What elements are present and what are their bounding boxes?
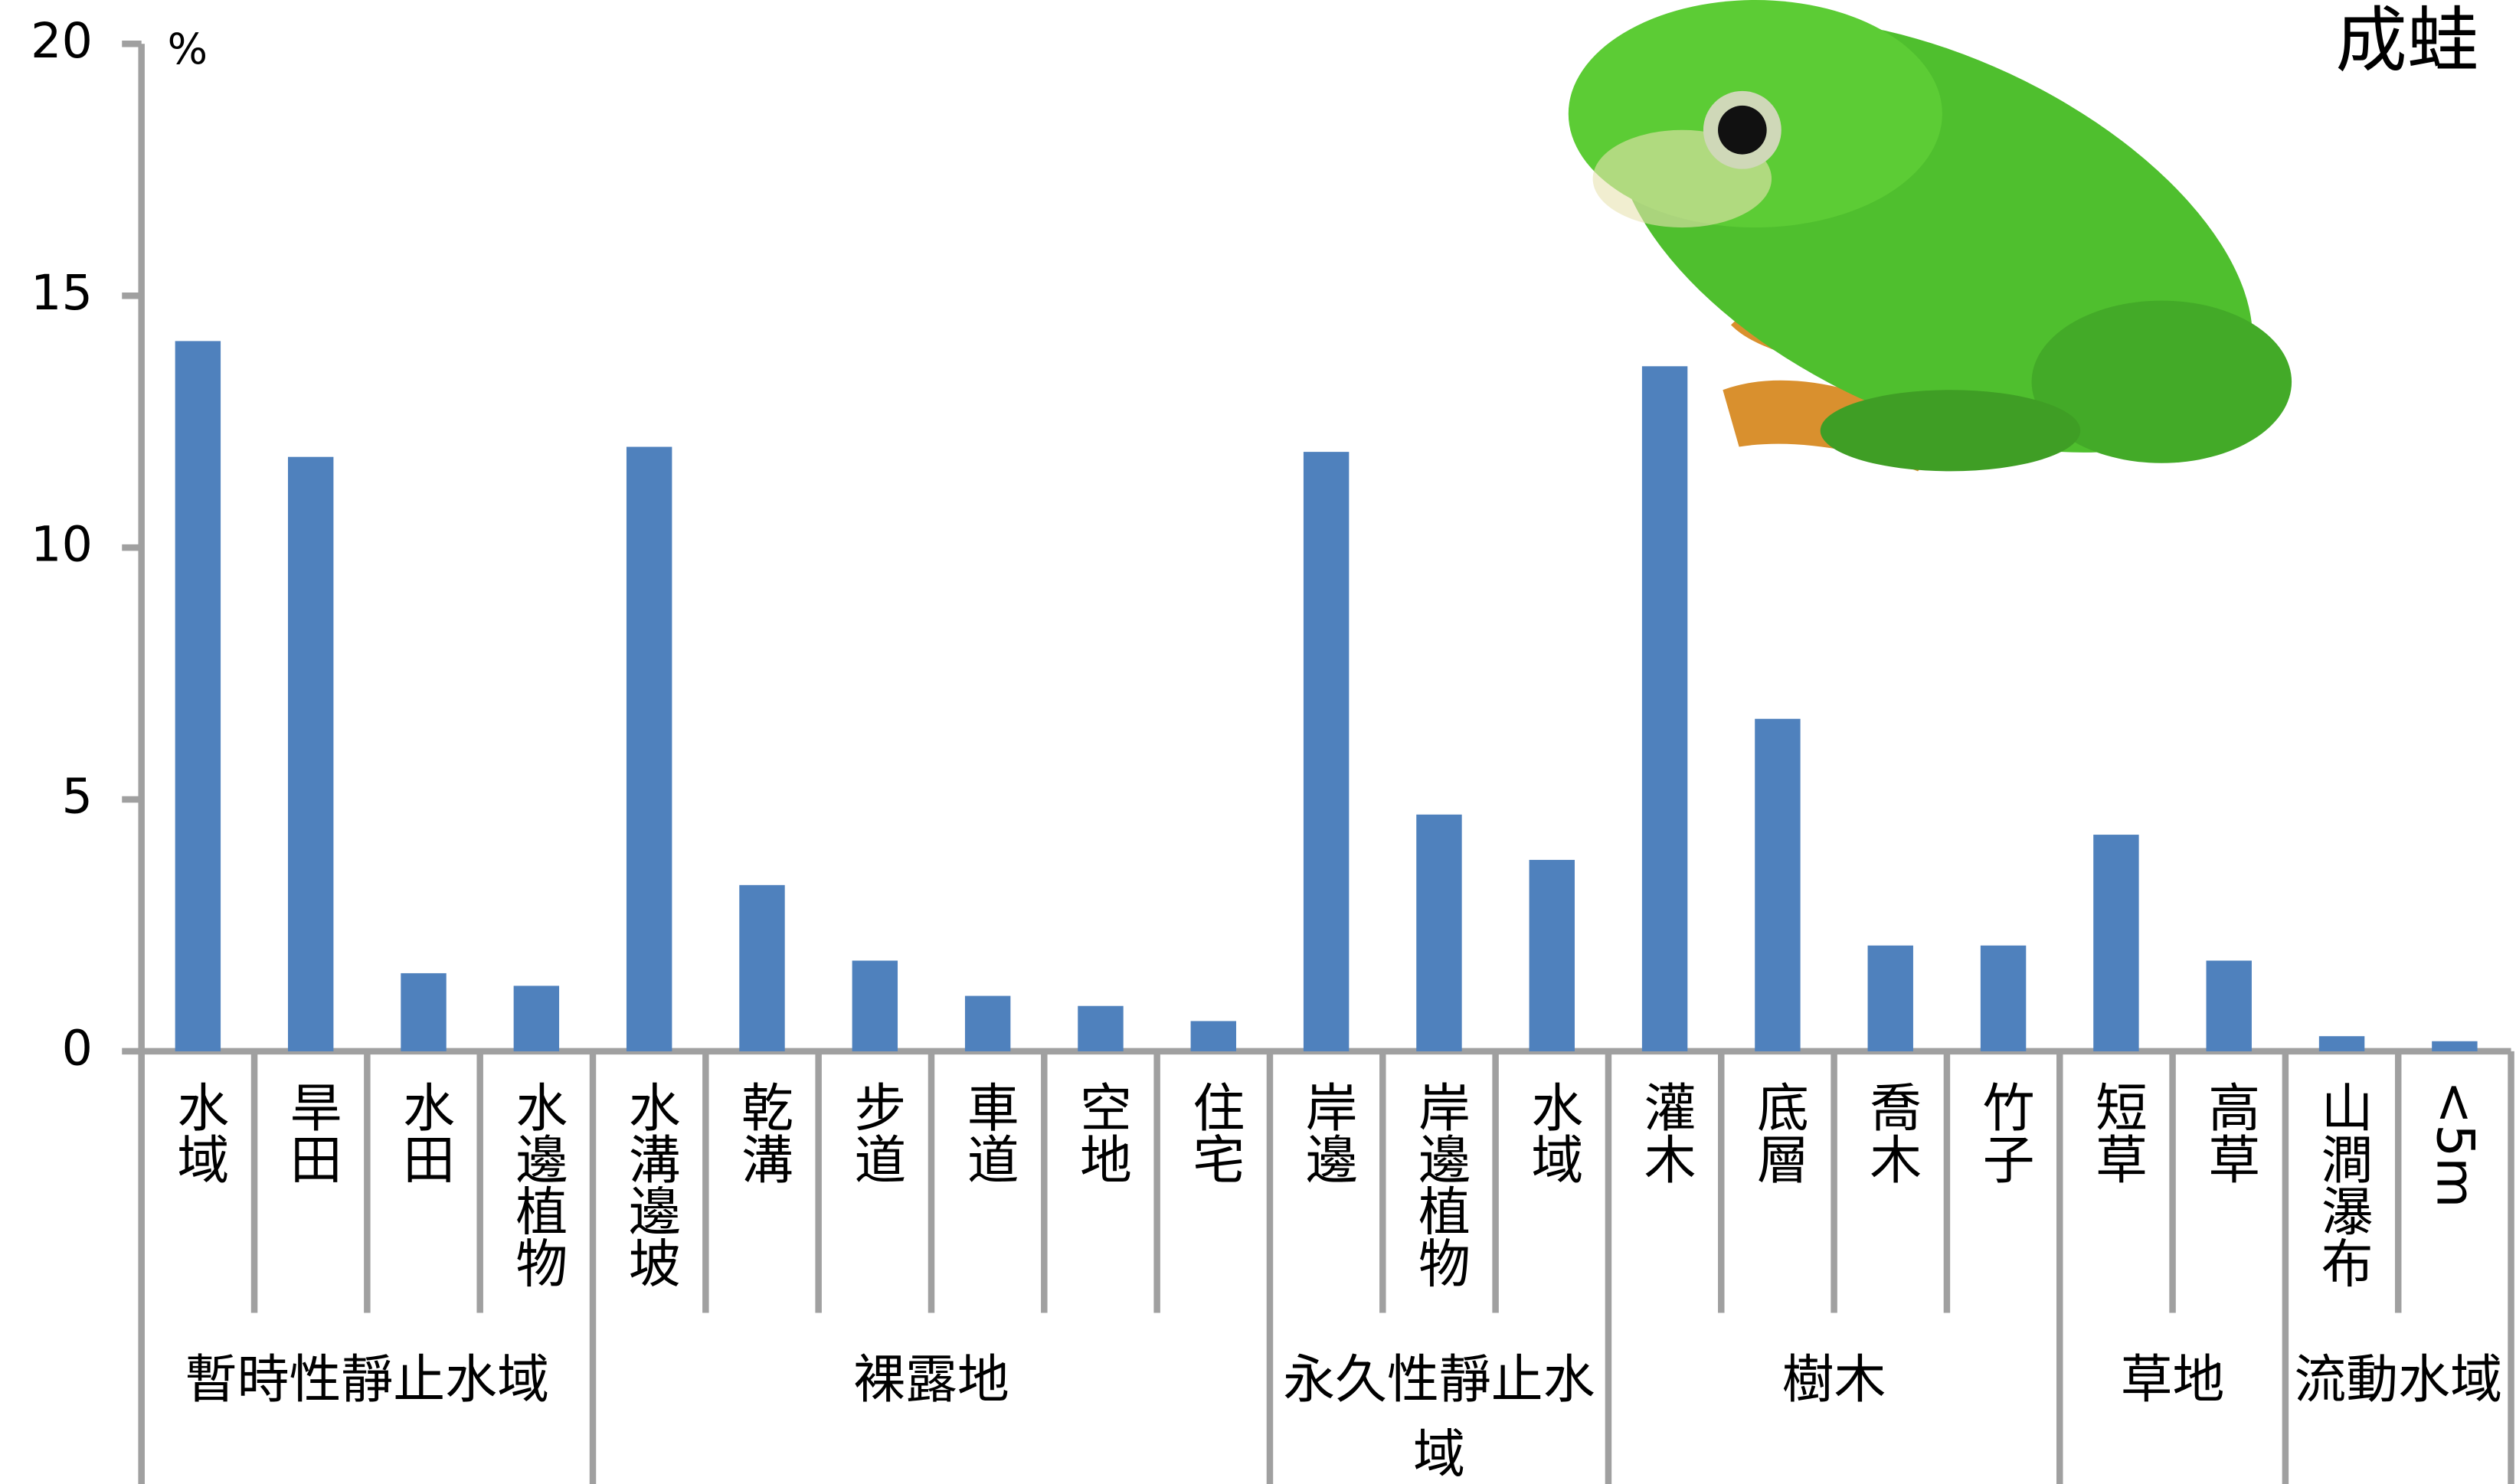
- bar: [1416, 814, 1462, 1051]
- bar: [1303, 452, 1350, 1051]
- x-tick-label: 車道: [957, 1080, 1018, 1185]
- group-label: 裸露地: [853, 1348, 1009, 1410]
- y-tick-label: 5: [62, 769, 93, 825]
- bar: [287, 456, 334, 1051]
- x-tick-label: 高草: [2199, 1080, 2259, 1185]
- x-tick-label: 住宅: [1183, 1080, 1244, 1185]
- bar: [1078, 1005, 1124, 1051]
- bar: [1980, 945, 2027, 1051]
- bar: [1190, 1021, 1237, 1051]
- bar: [1755, 718, 1801, 1051]
- group-label-box: 永久性靜止水域: [1283, 1348, 1595, 1484]
- group-label-box: 草地: [2120, 1348, 2225, 1410]
- bar: [626, 446, 672, 1051]
- x-tick-label: 山澗瀑布: [2312, 1080, 2372, 1289]
- bar: [964, 995, 1011, 1051]
- frog-illustration: [1568, 0, 2292, 472]
- x-tick-label: 水域: [168, 1080, 228, 1185]
- group-label-box: 樹木: [1781, 1348, 1886, 1410]
- x-tick-label: 岸邊植物: [1409, 1080, 1469, 1289]
- x-tick-label: 短草: [2086, 1080, 2146, 1185]
- x-tick-label: 乾溝: [731, 1080, 792, 1185]
- bar: [1529, 859, 1575, 1051]
- bar: [2093, 835, 2139, 1051]
- group-label: 永久性靜止水域: [1283, 1348, 1595, 1484]
- x-tick-label: 灌木: [1634, 1080, 1695, 1185]
- x-tick-label: 水田: [394, 1080, 454, 1185]
- x-tick-label: 旱田: [280, 1080, 341, 1185]
- bar: [1867, 945, 1913, 1051]
- y-tick-label: 10: [31, 517, 93, 574]
- x-tick-label: 步道: [845, 1080, 905, 1185]
- x-tick-label: 水域: [1522, 1080, 1582, 1185]
- bar: [852, 960, 898, 1051]
- group-label: 流動水域: [2294, 1348, 2503, 1410]
- bar: [401, 972, 447, 1051]
- x-tick-label: 岸邊: [1296, 1080, 1356, 1185]
- group-label-box: 流動水域: [2294, 1348, 2503, 1410]
- x-tick-label: 喬木: [1860, 1080, 1921, 1185]
- x-tick-label: 水邊植物: [506, 1080, 567, 1289]
- bar: [739, 884, 785, 1051]
- x-tick-label: 底層: [1747, 1080, 1808, 1185]
- group-label-box: 裸露地: [853, 1348, 1009, 1410]
- bar: [175, 341, 221, 1051]
- group-label: 樹木: [1781, 1348, 1886, 1410]
- bar: [513, 986, 560, 1051]
- x-tick-label: 水溝邊坡: [619, 1080, 679, 1289]
- group-label: 草地: [2120, 1348, 2225, 1410]
- x-tick-label: 空地: [1070, 1080, 1130, 1185]
- y-unit: %: [168, 25, 208, 74]
- y-tick-label: 20: [31, 13, 93, 70]
- bar: [1641, 366, 1688, 1051]
- bar: [2206, 960, 2252, 1051]
- group-label: 暫時性靜止水域: [185, 1348, 550, 1410]
- bar: [2432, 1041, 2478, 1051]
- group-label-box: 暫時性靜止水域: [185, 1348, 550, 1410]
- x-tick-label: <5m: [2424, 1080, 2485, 1208]
- y-tick-label: 0: [62, 1020, 93, 1077]
- y-tick-label: 15: [31, 265, 93, 322]
- x-tick-label: 竹子: [1973, 1080, 2033, 1185]
- bar: [2318, 1036, 2365, 1051]
- chart-title: 成蛙: [2335, 0, 2478, 83]
